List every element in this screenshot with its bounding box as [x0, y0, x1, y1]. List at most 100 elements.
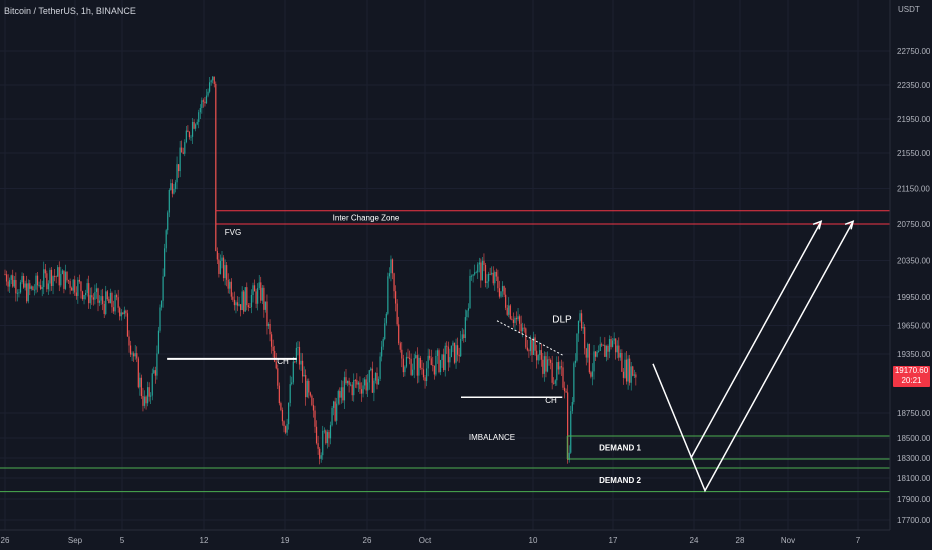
zone-rectangles: Inter Change Zone DEMAND 1 DEMAND 2 [0, 210, 890, 493]
candle-body [23, 276, 25, 288]
candle-body [357, 382, 359, 385]
zone-label: DEMAND 1 [599, 444, 641, 453]
candle-body [283, 421, 285, 427]
candle-body [365, 379, 367, 391]
candle-body [395, 291, 397, 304]
projection-path-left [690, 220, 822, 459]
candle-body [382, 339, 384, 347]
candle-body [605, 345, 607, 357]
time-tick-label: Nov [781, 536, 795, 545]
candle-body [29, 283, 31, 289]
candle-body [199, 108, 201, 113]
candle-body [303, 375, 305, 377]
candle-body [164, 248, 166, 277]
candle-body [602, 344, 604, 346]
candle-body [185, 130, 187, 143]
candle-body [294, 361, 296, 363]
candle-body [467, 308, 470, 311]
candle-body [356, 380, 358, 385]
candle-body [528, 350, 530, 352]
price-axis[interactable]: 22750.00 22350.00 21950.00 21550.00 21150.00… [897, 47, 931, 525]
candle-body [514, 317, 516, 323]
candle-body [100, 296, 102, 301]
candle-body [238, 304, 240, 306]
time-tick-label: 5 [120, 536, 125, 545]
candle-body [240, 304, 242, 311]
candle-body [545, 356, 547, 372]
candle-body [224, 265, 226, 279]
candle-body [607, 345, 609, 352]
candle-body [94, 291, 96, 300]
annotation-label-ch: CH [545, 396, 557, 405]
candle-body [179, 147, 181, 172]
candle-body [573, 363, 575, 403]
candle-body [393, 273, 395, 292]
candle-body [50, 269, 53, 287]
candle-body [4, 274, 6, 275]
candle-body [81, 291, 84, 300]
time-axis[interactable]: 26 Sep 5 12 19 26 Oct 10 17 24 28 Nov 7 [1, 536, 861, 545]
candle-body [543, 356, 545, 374]
candle-body [364, 379, 366, 386]
candle-body [150, 395, 152, 397]
candle-body [576, 333, 578, 361]
candle-body [123, 310, 125, 315]
candle-body [415, 355, 417, 359]
candle-body [119, 307, 121, 317]
candle-body [402, 358, 404, 373]
candle-body [300, 360, 302, 365]
candle-body [260, 282, 262, 301]
candle-body [599, 344, 601, 351]
candle-body [162, 276, 164, 301]
candle-body [625, 359, 628, 382]
candle-body [429, 355, 431, 359]
candle-body [525, 328, 527, 348]
candle-body [601, 344, 603, 346]
candle-body [258, 282, 260, 288]
candle-body [252, 285, 254, 296]
candle-body [630, 366, 632, 383]
candle-body [591, 371, 594, 377]
candle-body [474, 272, 476, 275]
candle-body [147, 387, 149, 404]
candle-body [398, 324, 400, 344]
candle-body [559, 366, 561, 370]
candle-body [587, 344, 589, 358]
candle-body [632, 366, 634, 376]
candle-body [32, 286, 34, 291]
candle-body [452, 342, 454, 346]
candle-body [329, 425, 332, 439]
candle-body [136, 353, 138, 359]
candle-body [89, 295, 91, 304]
candle-body [550, 360, 552, 363]
candle-body [484, 264, 487, 284]
candle-body [106, 291, 108, 300]
price-tick-label: 21150.00 [897, 185, 930, 194]
candle-body [563, 387, 566, 392]
candle-body [308, 380, 310, 393]
candle-body [604, 344, 606, 357]
candle-body [54, 276, 56, 277]
candle-body [320, 455, 322, 459]
candle-body [267, 323, 270, 327]
candle-body [584, 327, 586, 349]
candle-body [526, 347, 528, 351]
candle-body [506, 307, 508, 315]
candle-body [627, 358, 629, 382]
price-tick-label: 18750.00 [897, 409, 931, 418]
candle-body [298, 347, 301, 365]
symbol-title[interactable]: Bitcoin / TetherUS, 1h, BINANCE [4, 6, 136, 16]
candle-body [511, 318, 513, 320]
candle-body [426, 368, 428, 382]
candle-body [362, 385, 364, 394]
candle-body [288, 402, 290, 425]
last-price-value: 19170.60 [894, 366, 929, 375]
candle-body [261, 287, 263, 301]
candle-body [439, 360, 442, 373]
candle-body [236, 302, 239, 306]
candle-body [443, 354, 445, 371]
candle-body [444, 345, 446, 371]
candle-body [458, 354, 460, 357]
annotation-label-dlp: DLP [552, 315, 572, 326]
